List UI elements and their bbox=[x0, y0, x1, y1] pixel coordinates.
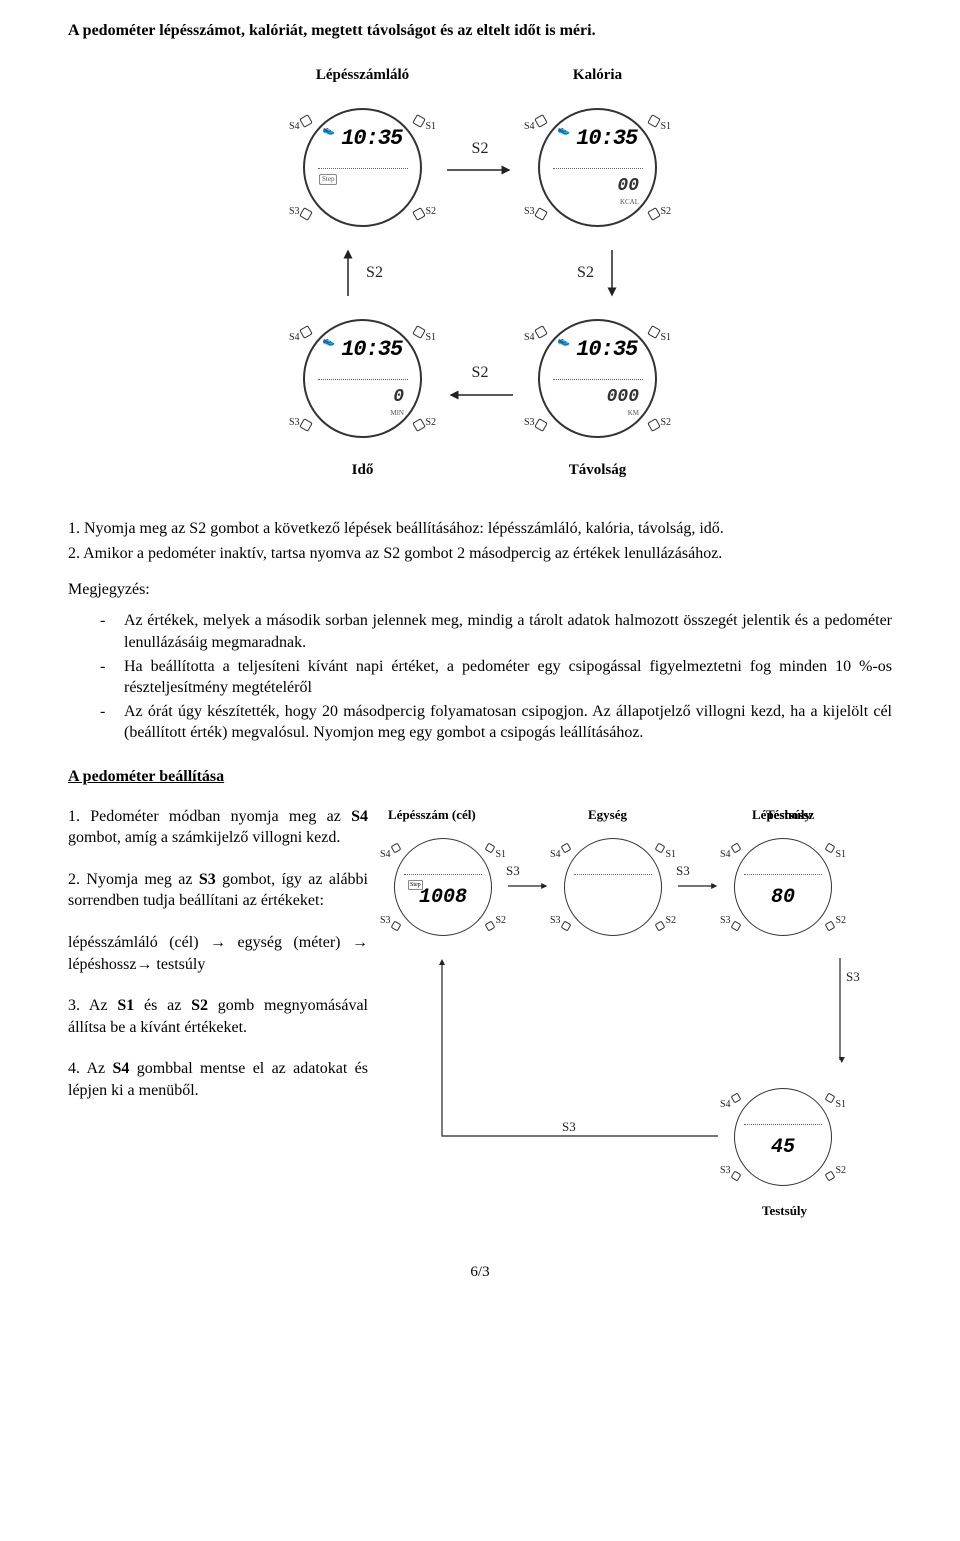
settings-step-1: 1. Pedométer módban nyomja meg az S4 gom… bbox=[68, 806, 368, 849]
button-label-s3: S3 bbox=[289, 205, 300, 219]
note-item: Az órát úgy készítették, hogy 20 másodpe… bbox=[124, 701, 892, 744]
settings-step-2: 2. Nyomja meg az S3 gombot, így az alább… bbox=[68, 869, 368, 912]
button-label-s2: S2 bbox=[425, 205, 436, 219]
note-heading: Megjegyzés: bbox=[68, 579, 892, 601]
watch-time-display: 10:35 bbox=[341, 124, 402, 154]
arrow-left: S2 bbox=[440, 362, 520, 404]
numbered-steps: 1. Nyomja meg az S2 gombot a következő l… bbox=[68, 518, 892, 565]
fig-arrow-s3-1: S3 bbox=[506, 862, 550, 894]
weight-value: 45 bbox=[771, 1134, 795, 1161]
fig-label-weight: Testsúly bbox=[766, 806, 811, 824]
arrow-label-s2: S2 bbox=[366, 262, 383, 284]
arrow-down: S2 bbox=[571, 245, 624, 301]
pedometer-icon: 👟 bbox=[323, 124, 335, 138]
pedometer-icon: 👟 bbox=[558, 335, 570, 349]
unit-kcal: KCAL bbox=[620, 198, 639, 207]
watch-stride: S4 S1 S3 S2 80 bbox=[722, 826, 844, 948]
stride-value: 80 bbox=[771, 884, 795, 911]
settings-step-3: 3. Az S1 és az S2 gomb megnyomásával áll… bbox=[68, 995, 368, 1038]
pedometer-icon: 👟 bbox=[558, 124, 570, 138]
unit-km: KM bbox=[628, 409, 639, 418]
watch-distance: S4 S1 S3 S2 👟 10:35 000 KM bbox=[520, 301, 675, 456]
tag-step: Step bbox=[319, 174, 337, 185]
note-item: Az értékek, melyek a második sorban jele… bbox=[124, 610, 892, 653]
pedometer-mode-diagram: Lépésszámláló S4 S1 S3 S2 👟 10:35 Step bbox=[68, 58, 892, 488]
diagram-title-step: Lépésszámláló bbox=[316, 65, 409, 85]
settings-step-4: 4. Az S4 gombbal mentse el az adatokat é… bbox=[68, 1058, 368, 1101]
note-list: Az értékek, melyek a második sorban jele… bbox=[68, 610, 892, 744]
settings-sequence: lépésszámláló (cél) → egység (méter) → l… bbox=[68, 932, 368, 975]
distance-value: 000 bbox=[607, 385, 639, 409]
arrow-right: S2 bbox=[440, 138, 520, 180]
watch-unit: S4 S1 S3 S2 bbox=[552, 826, 674, 948]
page-number: 6/3 bbox=[68, 1262, 892, 1282]
fig-arrow-s3-back bbox=[432, 956, 722, 1146]
goal-value: 1008 bbox=[419, 884, 467, 911]
step-1: 1. Nyomja meg az S2 gombot a következő l… bbox=[68, 518, 892, 540]
diagram-title-distance: Távolság bbox=[569, 460, 627, 480]
fig-arrow-s3-down-label: S3 bbox=[846, 968, 860, 986]
pedometer-icon: 👟 bbox=[323, 335, 335, 349]
fig-label-goal: Lépésszám (cél) bbox=[388, 806, 476, 824]
diagram-title-time: Idő bbox=[352, 460, 374, 480]
settings-diagram: Lépésszám (cél) Egység Lépéshossz Testsú… bbox=[382, 806, 892, 1226]
diagram-title-calorie: Kalória bbox=[573, 65, 622, 85]
settings-instructions: 1. Pedométer módban nyomja meg az S4 gom… bbox=[68, 806, 368, 1122]
button-label-s1: S1 bbox=[425, 120, 436, 134]
watch-goal: S4 S1 S3 S2 Step 1008 bbox=[382, 826, 504, 948]
button-label-s4: S4 bbox=[289, 120, 300, 134]
watch-weight: S4 S1 S3 S2 45 bbox=[722, 1076, 844, 1198]
watch-time: S4 S1 S3 S2 👟 10:35 0 MIN bbox=[285, 301, 440, 456]
calorie-value: 00 bbox=[617, 174, 639, 198]
fig-arrow-s3-2: S3 bbox=[676, 862, 720, 894]
step-2: 2. Amikor a pedométer inaktív, tartsa ny… bbox=[68, 543, 892, 565]
intro-text: A pedométer lépésszámot, kalóriát, megte… bbox=[68, 20, 892, 42]
watch-step: S4 S1 S3 S2 👟 10:35 Step bbox=[285, 90, 440, 245]
arrow-up: S2 bbox=[336, 245, 389, 301]
watch-calorie: S4 S1 S3 S2 👟 10:35 00 KCAL bbox=[520, 90, 675, 245]
fig-label-weight-b: Testsúly bbox=[762, 1202, 807, 1220]
note-item: Ha beállította a teljesíteni kívánt napi… bbox=[124, 656, 892, 699]
time-value: 0 bbox=[393, 385, 404, 409]
fig-arrow-s3-back-label: S3 bbox=[562, 1118, 576, 1136]
settings-heading: A pedométer beállítása bbox=[68, 766, 892, 788]
fig-label-unit: Egység bbox=[588, 806, 627, 824]
unit-min: MIN bbox=[390, 409, 404, 418]
